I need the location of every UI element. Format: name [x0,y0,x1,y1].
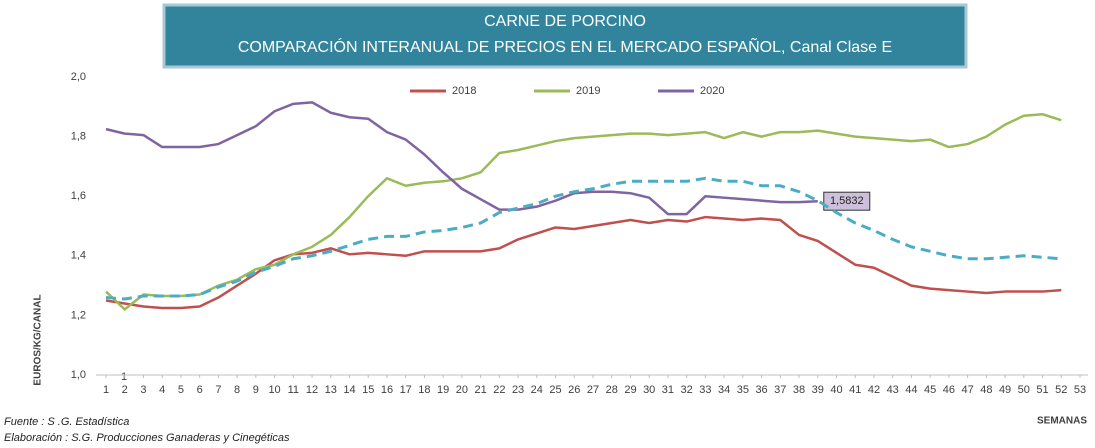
x-tick-label: 17 [400,384,412,396]
x-tick-label: 39 [812,384,824,396]
x-tick-label: 4 [159,384,165,396]
x-tick-label: 19 [437,384,449,396]
x-tick-label: 21 [474,384,486,396]
x-tick-label: 45 [924,384,936,396]
x-tick-label: 26 [568,384,580,396]
y-tick-label: 1,0 [71,369,86,381]
chart-subtitle: COMPARACIÓN INTERANUAL DE PRECIOS EN EL … [238,36,892,56]
x-tick-label: 33 [699,384,711,396]
x-tick-label: 2 [122,384,128,396]
x-tick-label: 1 [103,384,109,396]
x-tick-label: 18 [418,384,430,396]
x-tick-label: 32 [681,384,693,396]
y-tick-label: 2,0 [71,71,86,83]
x-note: 1 [121,371,127,383]
x-tick-label: 43 [887,384,899,396]
legend-label: 2018 [452,85,476,97]
x-tick-label: 52 [1055,384,1067,396]
x-tick-label: 53 [1074,384,1086,396]
x-tick-label: 8 [234,384,240,396]
y-tick-label: 1,8 [71,131,86,143]
x-tick-label: 5 [178,384,184,396]
source: Fuente : S .G. Estadística [4,416,129,428]
x-tick-label: 24 [531,384,543,396]
x-tick-label: 41 [849,384,861,396]
x-tick-label: 35 [737,384,749,396]
x-tick-label: 10 [268,384,280,396]
x-tick-label: 38 [793,384,805,396]
x-tick-label: 34 [718,384,730,396]
x-tick-label: 16 [381,384,393,396]
x-tick-label: 44 [905,384,917,396]
x-tick-label: 25 [549,384,561,396]
x-tick-label: 14 [343,384,355,396]
x-tick-label: 50 [1018,384,1030,396]
x-tick-label: 7 [215,384,221,396]
x-tick-label: 37 [774,384,786,396]
x-axis-label: SEMANAS [1037,416,1087,427]
x-tick-label: 13 [325,384,337,396]
x-tick-label: 12 [306,384,318,396]
x-tick-label: 9 [253,384,259,396]
x-tick-label: 47 [961,384,973,396]
x-tick-label: 48 [980,384,992,396]
x-tick-label: 27 [587,384,599,396]
x-tick-label: 30 [643,384,655,396]
x-tick-label: 29 [624,384,636,396]
x-tick-label: 28 [606,384,618,396]
x-tick-label: 15 [362,384,374,396]
x-tick-label: 46 [943,384,955,396]
y-axis-label: EUROS/KG/CANAL [33,294,44,385]
x-tick-label: 22 [493,384,505,396]
data-label-box [823,191,871,211]
y-tick-label: 1,4 [71,250,86,262]
y-tick-label: 1,2 [71,309,86,321]
x-tick-label: 11 [288,384,299,396]
legend-label: 2019 [576,85,600,97]
x-tick-label: 23 [512,384,524,396]
data-label: 1,5832 [830,195,864,207]
y-tick-label: 1,6 [71,190,86,202]
x-tick-label: 3 [140,384,146,396]
x-tick-label: 31 [662,384,674,396]
x-tick-label: 51 [1036,384,1048,396]
x-tick-label: 40 [830,384,842,396]
x-tick-label: 49 [999,384,1011,396]
chart-title: CARNE DE PORCINO [484,13,646,30]
series-line [105,101,818,216]
series-line [105,176,1062,301]
x-tick-label: 36 [755,384,767,396]
credit: Elaboración : S.G. Producciones Ganadera… [4,432,290,444]
legend-label: 2020 [700,85,724,97]
title-box [162,3,968,69]
series-line [105,215,1062,310]
x-tick-label: 20 [456,384,468,396]
x-tick-label: 6 [197,384,203,396]
series-line [105,113,1062,311]
x-tick-label: 42 [868,384,880,396]
